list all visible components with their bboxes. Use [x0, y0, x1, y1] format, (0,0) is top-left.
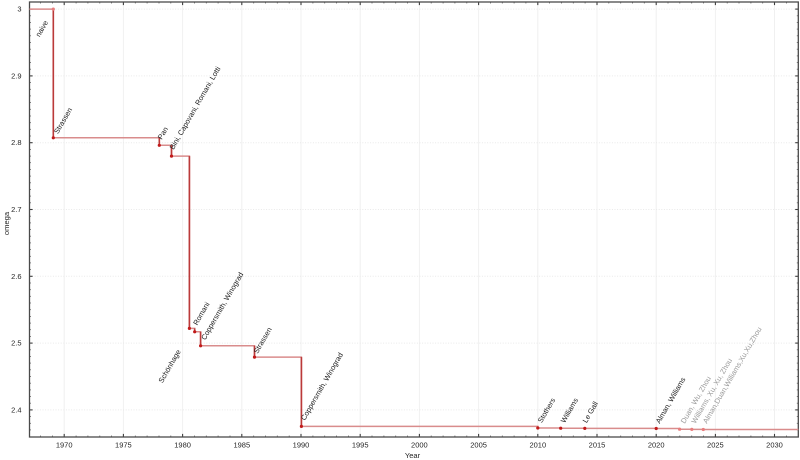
svg-text:2.6: 2.6	[11, 272, 21, 281]
svg-text:2025: 2025	[707, 441, 724, 450]
svg-text:2.7: 2.7	[11, 205, 21, 214]
svg-text:1980: 1980	[174, 441, 191, 450]
svg-text:2000: 2000	[411, 441, 428, 450]
svg-text:1990: 1990	[293, 441, 310, 450]
svg-text:2005: 2005	[470, 441, 487, 450]
svg-text:2.9: 2.9	[11, 71, 21, 80]
svg-text:1975: 1975	[115, 441, 132, 450]
svg-text:1995: 1995	[352, 441, 369, 450]
svg-text:2.8: 2.8	[11, 138, 21, 147]
svg-text:2010: 2010	[529, 441, 546, 450]
svg-text:2020: 2020	[648, 441, 665, 450]
svg-text:2.4: 2.4	[11, 405, 21, 414]
svg-text:Year: Year	[405, 451, 421, 460]
svg-text:2.5: 2.5	[11, 339, 21, 348]
svg-text:omega: omega	[2, 211, 11, 235]
svg-text:2015: 2015	[589, 441, 606, 450]
svg-text:3: 3	[17, 5, 21, 14]
svg-text:1985: 1985	[233, 441, 250, 450]
svg-text:2030: 2030	[766, 441, 783, 450]
svg-text:1970: 1970	[56, 441, 73, 450]
